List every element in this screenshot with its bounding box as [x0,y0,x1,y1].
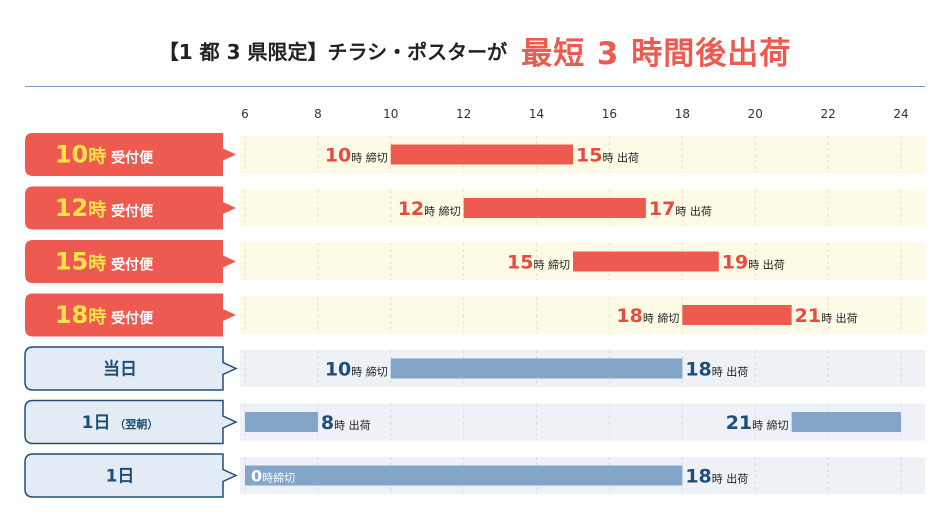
row-label: 1日 [106,467,135,487]
bar-annotation: 21時 締切 [726,412,789,434]
row-label-box [24,453,238,498]
bar-annotation: 21時 出荷 [795,305,858,327]
bar [463,198,646,218]
bar-annotation: 0時締切 [251,467,295,486]
row-label: 18時 受付便 [55,301,154,329]
x-tick-label: 14 [529,107,544,121]
row-label-box [24,346,238,391]
bar-annotation: 15時 出荷 [576,145,639,167]
row-label: 10時 受付便 [55,141,154,169]
x-tick-label: 12 [456,107,471,121]
bar [245,465,683,486]
row-label-box [25,186,236,230]
x-tick-label: 10 [383,107,398,121]
x-tick-label: 22 [820,107,835,121]
row-label: 1日 （翌朝） [82,413,159,433]
x-tick-label: 6 [241,107,249,121]
bar-annotation: 18時 出荷 [685,466,748,488]
bar-annotation: 19時 出荷 [722,252,785,274]
title-divider [25,86,925,87]
bar [791,412,901,432]
title-highlight: 最短 3 時間後出荷 [521,36,792,72]
bar-annotation: 10時 締切 [325,359,388,381]
row-label: 12時 受付便 [55,194,154,222]
bar-annotation: 18時 締切 [616,305,679,327]
row-label: 15時 受付便 [55,248,154,276]
x-tick-label: 20 [748,107,763,121]
row-label: 当日 [103,359,137,380]
x-tick-label: 18 [675,107,690,121]
bar-annotation: 17時 出荷 [649,198,712,220]
row-label-box [25,293,236,337]
bar [390,144,573,165]
row-label-box [25,240,236,283]
row-band [240,136,925,173]
row-band [240,296,925,334]
chart-title: 【1 都 3 県限定】チラシ・ポスターが 最短 3 時間後出荷 [0,28,950,73]
bar-annotation: 18時 出荷 [685,359,748,381]
row-label-box [24,399,238,445]
x-tick-label: 16 [602,107,617,121]
bar [573,251,719,272]
bar-annotation: 10時 締切 [325,145,388,167]
bar-annotation: 12時 締切 [398,198,461,220]
x-tick-label: 8 [314,107,322,121]
bar [390,358,683,379]
x-tick-label: 24 [893,107,908,121]
bar-annotation: 15時 締切 [507,252,570,274]
bar-annotation: 8時 出荷 [321,412,371,434]
bar [245,412,318,432]
row-label-box [25,133,236,176]
bar [682,305,792,325]
title-main: 【1 都 3 県限定】チラシ・ポスターが [158,40,508,64]
